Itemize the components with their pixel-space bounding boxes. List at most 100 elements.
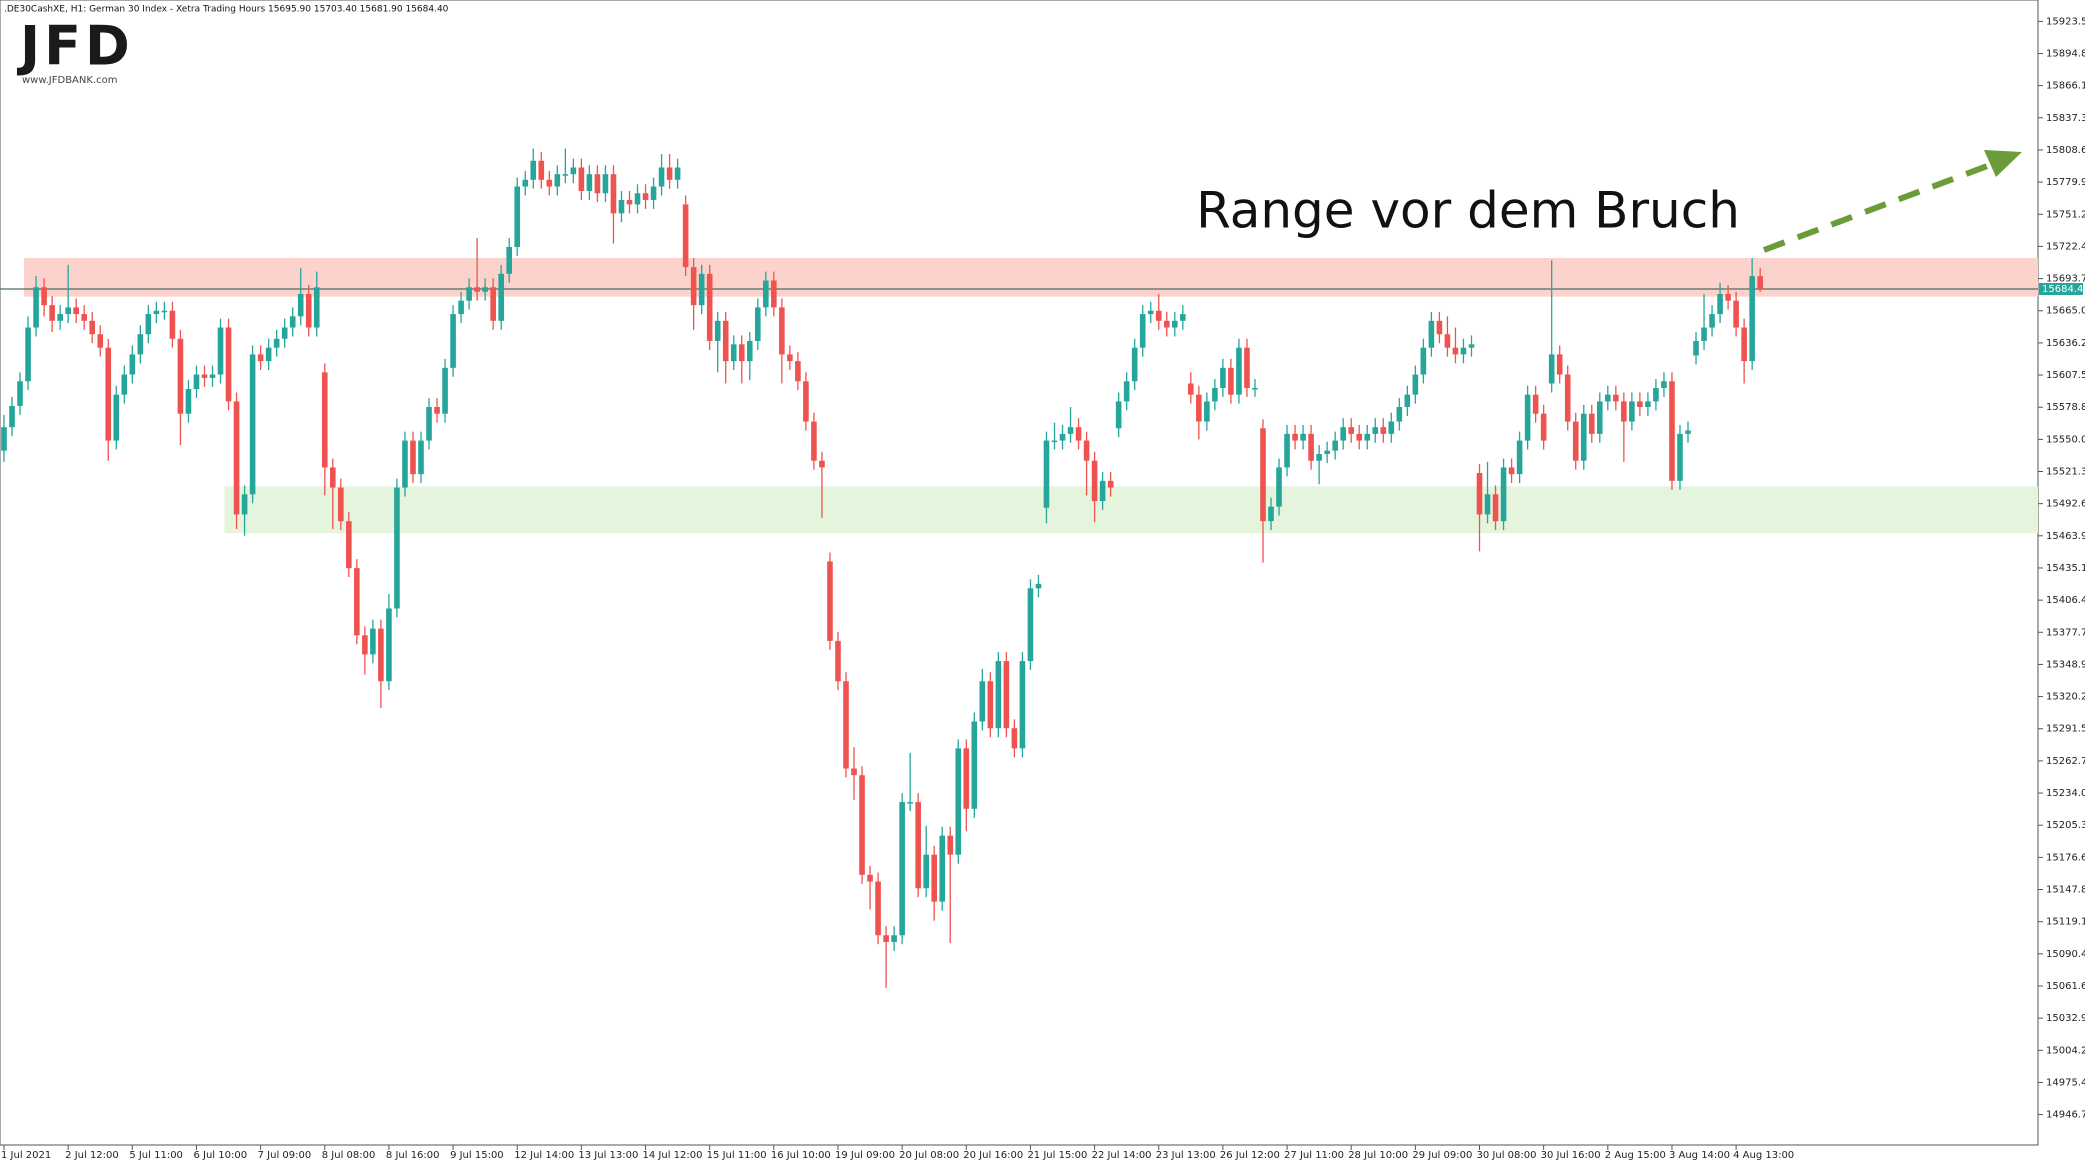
y-tick-label: 15147.87: [2046, 885, 2085, 896]
candle-body: [626, 199, 633, 205]
x-tick-label: 19 Jul 09:00: [835, 1150, 895, 1161]
candle-body: [979, 681, 986, 722]
candle-body: [129, 354, 136, 375]
candle-body: [450, 314, 456, 368]
candle-body: [490, 287, 496, 321]
candle-body: [305, 293, 312, 328]
candle-body: [1236, 347, 1242, 395]
candle-body: [89, 320, 96, 335]
candle-body: [81, 314, 87, 321]
candle-body: [49, 305, 55, 321]
candle-body: [1171, 320, 1178, 328]
candle-body: [466, 287, 472, 301]
candle-body: [193, 374, 200, 390]
arrow-head: [1984, 150, 2022, 177]
candle-body: [1580, 413, 1587, 461]
zone: [24, 257, 2038, 297]
candle-body: [754, 307, 761, 341]
candle-body: [209, 374, 216, 378]
candle-body: [1540, 413, 1547, 441]
candle-body: [1725, 293, 1731, 301]
candle-body: [394, 487, 400, 609]
y-tick-label: 15406.44: [2046, 595, 2085, 606]
candle-body: [177, 338, 184, 414]
x-tick-label: 2 Jul 12:00: [65, 1150, 119, 1161]
candle-body: [514, 186, 521, 247]
candle-body: [546, 179, 553, 187]
candle-body: [1629, 401, 1635, 422]
candle-body: [1476, 473, 1483, 515]
candle-body: [113, 394, 120, 441]
candle-body: [1188, 383, 1194, 395]
candle-body: [963, 748, 970, 809]
y-tick-label: 15894.82: [2046, 49, 2085, 60]
candle-body: [1003, 661, 1010, 729]
candle-body: [1749, 276, 1755, 362]
candle-body: [1508, 467, 1515, 475]
candle-body: [522, 179, 529, 187]
candle-body: [386, 608, 392, 682]
candle-body: [883, 935, 889, 942]
candle-body: [1324, 450, 1330, 455]
y-tick-label: 15090.41: [2046, 949, 2085, 960]
candle-body: [538, 160, 545, 180]
candle-body: [1011, 728, 1018, 749]
y-tick-label: 15205.33: [2046, 820, 2085, 831]
candle-body: [618, 199, 625, 214]
candle-body: [1067, 427, 1074, 434]
y-tick-label: 14975.49: [2046, 1077, 2085, 1088]
candle-body: [1332, 440, 1338, 451]
candle-body: [1364, 433, 1371, 441]
candle-body: [907, 802, 913, 804]
y-tick-label: 15234.06: [2046, 788, 2085, 799]
candle-body: [313, 287, 320, 328]
candle-body: [426, 406, 432, 441]
y-tick-label: 15866.12: [2046, 81, 2085, 92]
x-tick-label: 5 Jul 11:00: [129, 1150, 183, 1161]
y-tick-label: 15722.47: [2046, 241, 2085, 252]
x-tick-label: 1 Jul 2021: [1, 1150, 51, 1161]
candle-body: [1516, 440, 1523, 475]
plot-frame: [0, 0, 2039, 1146]
candle-body: [257, 354, 264, 362]
candle-body: [1139, 314, 1146, 348]
candle-body: [418, 440, 424, 475]
candle-body: [971, 721, 978, 809]
candle-body: [634, 193, 641, 205]
candle-body: [947, 835, 954, 855]
candle-body: [891, 935, 897, 942]
candle-body: [875, 881, 881, 936]
candle-body: [506, 246, 513, 274]
x-tick-label: 30 Jul 16:00: [1541, 1150, 1601, 1161]
candle-body: [362, 635, 368, 655]
candle-body: [1468, 344, 1475, 348]
y-tick-label: 15521.36: [2046, 467, 2085, 478]
y-tick-label: 15693.74: [2046, 274, 2085, 285]
candle-body: [899, 802, 905, 936]
x-tick-label: 9 Jul 15:00: [450, 1150, 504, 1161]
zones: [24, 257, 2039, 534]
x-tick-label: 15 Jul 11:00: [707, 1150, 767, 1161]
candle-body: [995, 661, 1002, 729]
candle-body: [1693, 340, 1699, 356]
candle-body: [1027, 588, 1034, 662]
candle-body: [642, 193, 649, 200]
candle-body: [225, 327, 232, 402]
y-tick-label: 15032.95: [2046, 1013, 2085, 1024]
x-tick-label: 13 Jul 13:00: [578, 1150, 638, 1161]
candle-body: [1661, 381, 1667, 388]
candle-body: [578, 167, 585, 191]
y-tick-label: 15348.98: [2046, 659, 2085, 670]
candle-body: [1556, 354, 1563, 375]
candle-body: [1524, 394, 1531, 441]
y-tick-label: 15607.55: [2046, 370, 2085, 381]
candle-body: [474, 287, 480, 292]
candle-body: [746, 340, 753, 362]
x-tick-label: 22 Jul 14:00: [1092, 1150, 1152, 1161]
candle-body: [1292, 433, 1298, 441]
candle-body: [482, 287, 488, 292]
candle-body: [1588, 413, 1595, 434]
candle-body: [265, 347, 272, 362]
candle-body: [1677, 433, 1683, 481]
candle-body: [1388, 421, 1395, 434]
